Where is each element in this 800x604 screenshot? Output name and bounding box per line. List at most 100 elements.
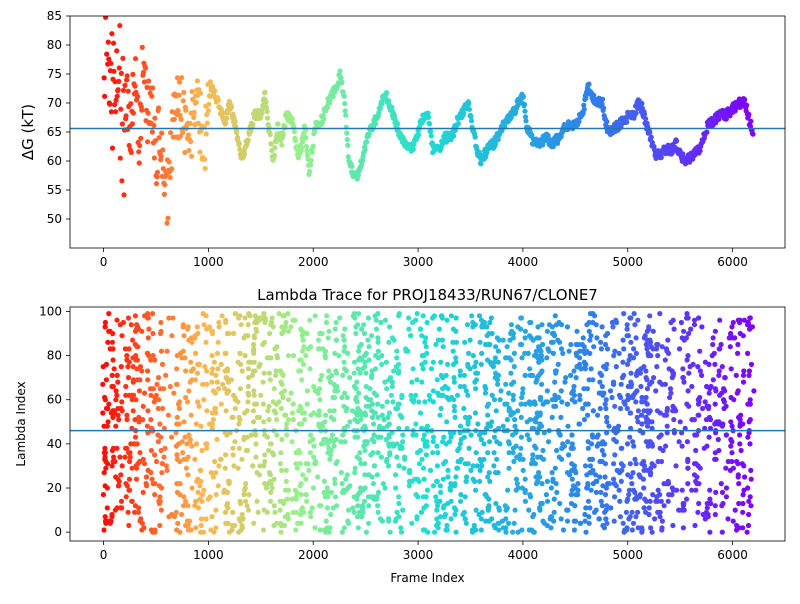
lambda-point — [635, 509, 641, 515]
lambda-point — [283, 425, 289, 431]
lambda-point — [732, 335, 738, 341]
lambda-point — [209, 514, 215, 520]
lambda-point — [729, 324, 735, 330]
lambda-point — [435, 520, 441, 526]
lambda-point — [451, 379, 457, 385]
lambda-point — [192, 350, 199, 356]
lambda-point — [123, 383, 129, 390]
lambda-point — [630, 470, 636, 476]
delta-g-point — [115, 87, 121, 93]
delta-g-point — [190, 96, 196, 102]
lambda-point — [662, 357, 668, 363]
lambda-point — [660, 447, 666, 454]
delta-g-point — [425, 110, 431, 116]
lambda-point — [375, 414, 381, 420]
lambda-point — [595, 432, 601, 438]
lambda-point — [213, 492, 219, 498]
lambda-point — [228, 377, 234, 383]
lambda-point — [707, 425, 714, 431]
lambda-point — [641, 364, 647, 370]
lambda-point — [361, 330, 368, 337]
delta-g-point — [299, 144, 305, 150]
lambda-point — [716, 447, 722, 454]
lambda-point — [358, 417, 364, 423]
lambda-point — [285, 511, 291, 518]
delta-g-point — [302, 123, 308, 129]
lambda-point — [188, 359, 194, 365]
delta-g-point — [104, 51, 110, 57]
lambda-point — [208, 470, 214, 476]
lambda-point — [356, 348, 362, 354]
y-tick-label: 20 — [47, 481, 62, 495]
lambda-point — [712, 328, 719, 334]
lambda-point — [438, 405, 444, 412]
delta-g-point — [113, 109, 119, 115]
lambda-point — [327, 408, 333, 414]
lambda-point — [696, 481, 702, 487]
lambda-point — [413, 421, 419, 427]
lambda-point — [357, 450, 363, 456]
lambda-point — [386, 410, 392, 416]
lambda-point — [551, 518, 557, 524]
lambda-point — [223, 350, 229, 356]
delta-g-point — [461, 110, 467, 116]
lambda-point — [604, 503, 610, 509]
lambda-point — [444, 527, 450, 533]
lambda-point — [276, 399, 282, 405]
lambda-point — [685, 465, 691, 471]
lambda-point — [396, 311, 402, 317]
lambda-point — [588, 487, 594, 493]
lambda-point — [732, 507, 738, 513]
lambda-point — [453, 355, 459, 361]
lambda-point — [400, 507, 406, 513]
lambda-point — [333, 436, 339, 443]
lambda-point — [265, 408, 271, 414]
lambda-point — [363, 412, 369, 418]
x-tick-label: 1000 — [193, 548, 224, 562]
lambda-point — [245, 399, 251, 405]
lambda-point — [237, 350, 243, 356]
delta-g-point — [742, 97, 748, 103]
lambda-point — [100, 492, 106, 498]
delta-g-point — [332, 89, 338, 95]
lambda-point — [218, 361, 224, 367]
lambda-point — [466, 445, 472, 451]
lambda-point — [722, 375, 728, 381]
lambda-point — [511, 417, 518, 423]
lambda-point — [406, 326, 412, 332]
lambda-point — [307, 450, 313, 456]
lambda-point — [621, 311, 627, 317]
lambda-point — [720, 397, 727, 403]
lambda-point — [602, 492, 609, 498]
delta-g-point — [152, 115, 158, 121]
lambda-point — [236, 445, 242, 451]
lambda-point — [307, 432, 314, 438]
lambda-point — [603, 507, 609, 513]
lambda-point — [665, 350, 672, 356]
delta-g-point — [289, 116, 295, 122]
lambda-point — [593, 472, 599, 478]
lambda-point — [183, 368, 189, 374]
lambda-point — [311, 410, 317, 416]
lambda-point — [445, 361, 451, 367]
delta-g-point — [223, 120, 229, 126]
lambda-point — [471, 522, 477, 529]
lambda-point — [390, 399, 396, 405]
lambda-point — [110, 346, 116, 352]
lambda-point — [119, 463, 125, 469]
lambda-point — [641, 463, 648, 469]
delta-g-point — [130, 71, 136, 77]
lambda-point — [515, 408, 521, 414]
delta-g-point — [228, 104, 235, 110]
lambda-point — [602, 401, 608, 407]
lambda-point — [518, 445, 524, 451]
lambda-point — [104, 505, 110, 511]
lambda-point — [241, 492, 247, 498]
lambda-point — [306, 467, 312, 473]
lambda-point — [336, 353, 342, 359]
lambda-point — [477, 339, 483, 345]
lambda-point — [712, 503, 718, 509]
lambda-point — [213, 507, 219, 513]
lambda-point — [179, 439, 185, 445]
lambda-point — [552, 379, 558, 385]
